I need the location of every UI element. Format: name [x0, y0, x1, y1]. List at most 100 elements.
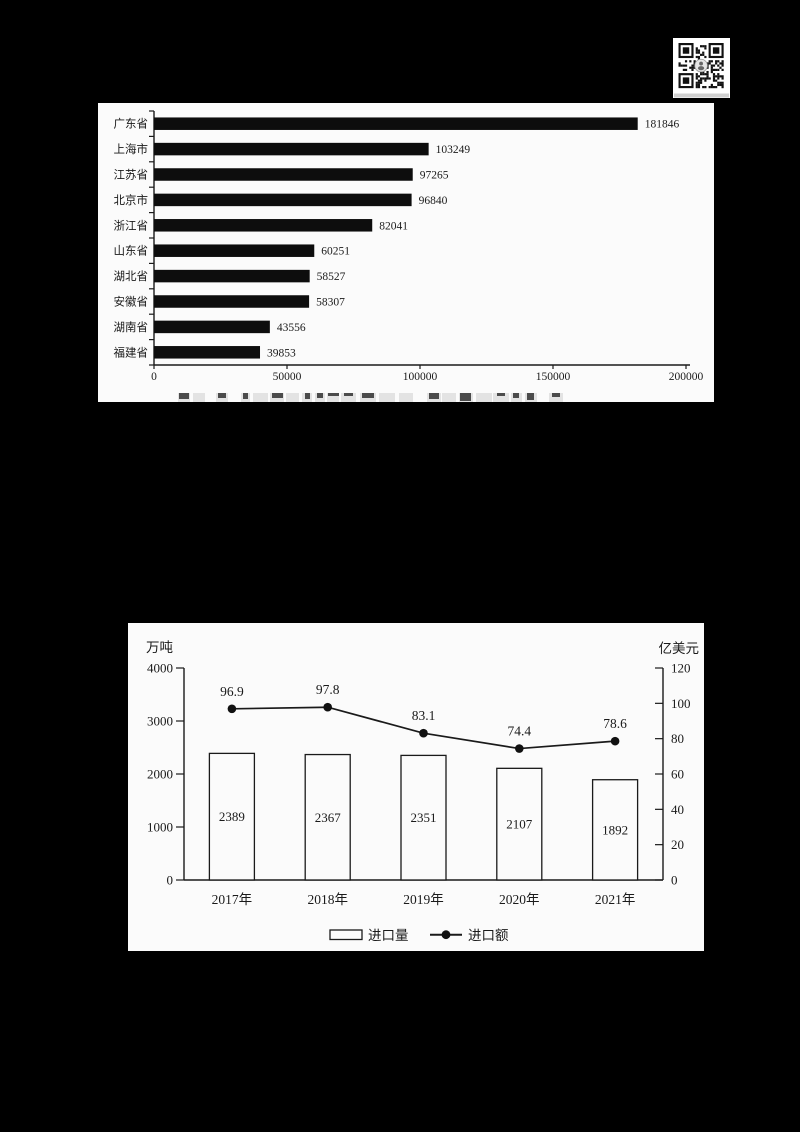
qr-module [715, 75, 718, 78]
qr-module [715, 62, 718, 65]
qr-module [717, 77, 720, 80]
qr-shadow-edge [674, 93, 729, 98]
left-tick-label: 1000 [147, 820, 173, 835]
cropped-caption-fragment [548, 393, 564, 402]
qr-module [697, 79, 701, 82]
qr-module [712, 64, 716, 67]
right-tick-label: 0 [671, 873, 678, 888]
x-category-label: 2019年 [403, 892, 444, 907]
qr-module [700, 53, 703, 56]
qr-module [695, 51, 698, 54]
bar-value-label: 97265 [420, 170, 449, 182]
bottom-chart-panel: 万吨 亿美元 0 1000 2000 3000 4000 0 20 40 60 80 100 120 238… [128, 623, 704, 951]
qr-module [710, 66, 713, 69]
qr-module [712, 86, 716, 89]
x-category-label: 2018年 [307, 892, 348, 907]
cropped-glyph-top [428, 393, 440, 399]
qr-module [695, 73, 698, 76]
qr-module [695, 75, 698, 78]
right-tick-label: 40 [671, 802, 684, 817]
cropped-glyph-top [527, 393, 534, 400]
bar [154, 269, 310, 283]
qr-module [710, 60, 713, 63]
qr-module [695, 49, 698, 52]
cropped-caption-fragment [475, 393, 492, 402]
bar [154, 346, 261, 359]
line-value-label: 78.6 [603, 716, 627, 731]
qr-module [721, 81, 724, 84]
qr-module [717, 83, 720, 87]
qr-module [708, 77, 711, 80]
bar-value-label: 39853 [267, 347, 296, 359]
qr-module [697, 81, 701, 84]
right-tick-label: 60 [671, 767, 684, 782]
line-value-label: 97.8 [316, 682, 340, 697]
qr-module [678, 64, 681, 67]
qr-module [704, 47, 707, 50]
cropped-caption-fragment [459, 393, 473, 402]
cropped-glyph-top [328, 393, 339, 397]
qr-module [708, 60, 711, 63]
cropped-caption-fragment [270, 393, 285, 402]
qr-module [689, 66, 692, 69]
bar-value-label: 2351 [411, 810, 437, 825]
qr-module [721, 86, 724, 89]
qr-module [712, 68, 716, 71]
cropped-caption-fragment [240, 393, 251, 402]
qr-module [693, 62, 696, 65]
qr-module [684, 60, 688, 63]
category-label: 湖北省 [114, 269, 149, 283]
qr-module [702, 53, 705, 56]
category-label: 湖南省 [114, 320, 149, 334]
qr-module [712, 79, 716, 82]
bar-value-label: 96840 [419, 195, 448, 207]
cropped-caption-fragment [399, 393, 413, 402]
bar-value-label: 2367 [315, 810, 342, 825]
qr-module [697, 75, 701, 78]
qr-module [710, 83, 713, 87]
qr-module [721, 60, 724, 63]
qr-module [719, 83, 722, 87]
bar [154, 193, 412, 207]
qr-module [689, 60, 692, 63]
qr-module [697, 83, 701, 87]
right-tick-label: 100 [671, 696, 691, 711]
line-value-label: 83.1 [412, 708, 436, 723]
data-point [323, 702, 332, 712]
qr-module [684, 68, 688, 71]
cropped-glyph-top [243, 393, 248, 400]
data-point [515, 744, 524, 753]
cropped-caption-fragment [524, 393, 537, 402]
import-combo-chart: 万吨 亿美元 0 1000 2000 3000 4000 0 20 40 60 80 100 120 238… [146, 640, 699, 943]
qr-finder [682, 47, 690, 54]
qr-module [719, 75, 722, 78]
x-tick-label: 200000 [669, 371, 704, 383]
right-tick-label: 120 [671, 661, 691, 676]
x-category-label: 2017年 [212, 892, 253, 907]
x-tick-label: 100000 [403, 371, 438, 383]
left-tick-label: 2000 [147, 767, 173, 782]
qr-module [706, 75, 709, 78]
left-axis-unit-label: 万吨 [146, 640, 173, 655]
qr-module [721, 64, 724, 67]
qr-module [719, 66, 722, 69]
cropped-caption-fragment [178, 393, 190, 402]
cropped-glyph-top [512, 393, 520, 398]
category-label: 广东省 [114, 118, 149, 131]
bar [154, 168, 413, 181]
qr-module [678, 62, 681, 65]
top-chart-panel: 0 50000 100000 150000 200000 广东省 181846 上海市 1032… [98, 103, 714, 402]
qr-logo-figure [699, 61, 703, 66]
category-label: 福建省 [114, 345, 149, 359]
qr-logo [694, 58, 708, 73]
cropped-caption-fragment [427, 393, 441, 402]
x-tick-label: 50000 [273, 371, 302, 383]
qr-module [717, 60, 720, 63]
qr-module [691, 68, 694, 71]
qr-module [682, 64, 685, 67]
x-category-label: 2020年 [499, 892, 540, 907]
right-tick-label: 20 [671, 837, 684, 852]
cropped-caption-fragment [216, 393, 228, 402]
qr-module [700, 73, 703, 76]
qr-module [691, 64, 694, 67]
